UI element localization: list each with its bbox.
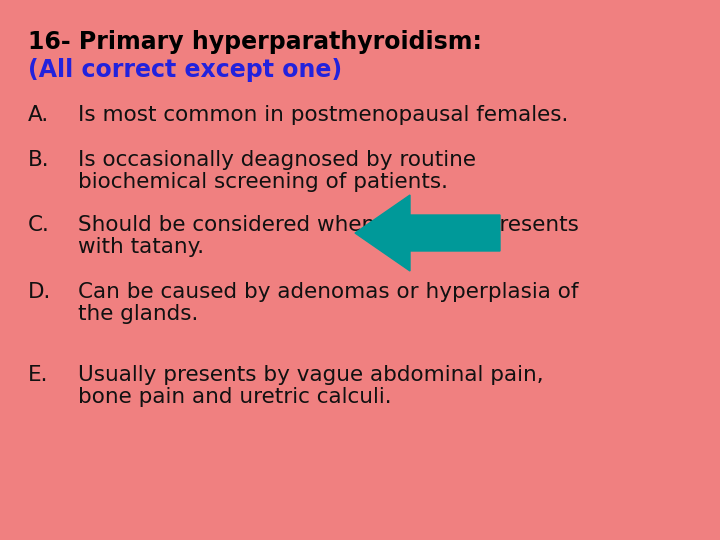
Text: with tatany.: with tatany. xyxy=(78,237,204,257)
Text: Is most common in postmenopausal females.: Is most common in postmenopausal females… xyxy=(78,105,568,125)
Text: B.: B. xyxy=(28,150,50,170)
Polygon shape xyxy=(355,195,500,271)
Text: A.: A. xyxy=(28,105,49,125)
Text: bone pain and uretric calculi.: bone pain and uretric calculi. xyxy=(78,387,392,407)
Text: the glands.: the glands. xyxy=(78,304,199,324)
Text: C.: C. xyxy=(28,215,50,235)
Text: Is occasionally deagnosed by routine: Is occasionally deagnosed by routine xyxy=(78,150,476,170)
Text: biochemical screening of patients.: biochemical screening of patients. xyxy=(78,172,448,192)
Text: Can be caused by adenomas or hyperplasia of: Can be caused by adenomas or hyperplasia… xyxy=(78,282,578,302)
Text: 16- Primary hyperparathyroidism:: 16- Primary hyperparathyroidism: xyxy=(28,30,482,54)
Text: D.: D. xyxy=(28,282,51,302)
Text: (All correct except one): (All correct except one) xyxy=(28,58,342,82)
Text: E.: E. xyxy=(28,365,48,385)
Text: Should be considered when a patient presents: Should be considered when a patient pres… xyxy=(78,215,579,235)
Text: Usually presents by vague abdominal pain,: Usually presents by vague abdominal pain… xyxy=(78,365,544,385)
